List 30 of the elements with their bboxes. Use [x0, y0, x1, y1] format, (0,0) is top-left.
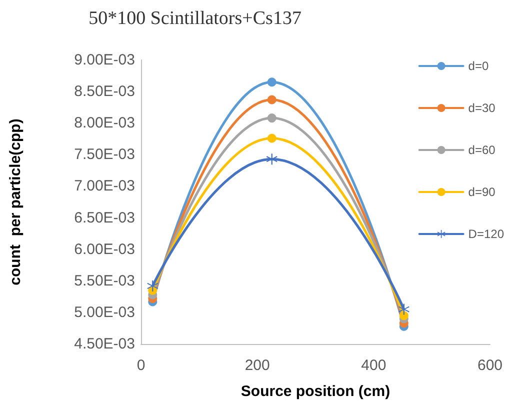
y-tick-label: 5.50E-03 [74, 272, 135, 290]
y-axis-title: count per particle(cpp) [7, 118, 24, 286]
legend-label: d=0 [468, 59, 489, 73]
legend-label: d=30 [468, 101, 496, 115]
point [399, 311, 408, 320]
x-tick-label: 600 [477, 357, 503, 374]
y-tick-label: 7.00E-03 [74, 178, 135, 195]
y-tick-label: 9.00E-03 [74, 52, 135, 68]
point [267, 114, 276, 123]
y-tick-label: 5.00E-03 [74, 304, 135, 321]
y-tick-label: 7.50E-03 [74, 146, 135, 164]
x-tick-label: 0 [136, 357, 146, 374]
point [267, 78, 276, 87]
y-tick-label: 8.00E-03 [74, 114, 135, 132]
point [147, 280, 158, 292]
y-tick-label: 8.50E-03 [74, 83, 135, 100]
point [267, 95, 276, 104]
x-tick-label: 400 [361, 357, 386, 374]
y-tick-label: 4.50E-03 [74, 336, 135, 352]
legend-label: D=120 [468, 227, 504, 241]
x-axis-title: Source position (cm) [240, 383, 390, 400]
point [266, 154, 278, 165]
chart-title: 50*100 Scintillators+Cs137 [88, 8, 302, 29]
x-tick-label: 200 [244, 357, 270, 374]
legend-label: d=60 [468, 143, 496, 157]
legend-label: d=90 [468, 185, 496, 199]
point [398, 304, 410, 315]
y-tick-label: 6.00E-03 [74, 240, 135, 258]
point [267, 134, 276, 143]
y-tick-label: 6.50E-03 [74, 209, 135, 226]
